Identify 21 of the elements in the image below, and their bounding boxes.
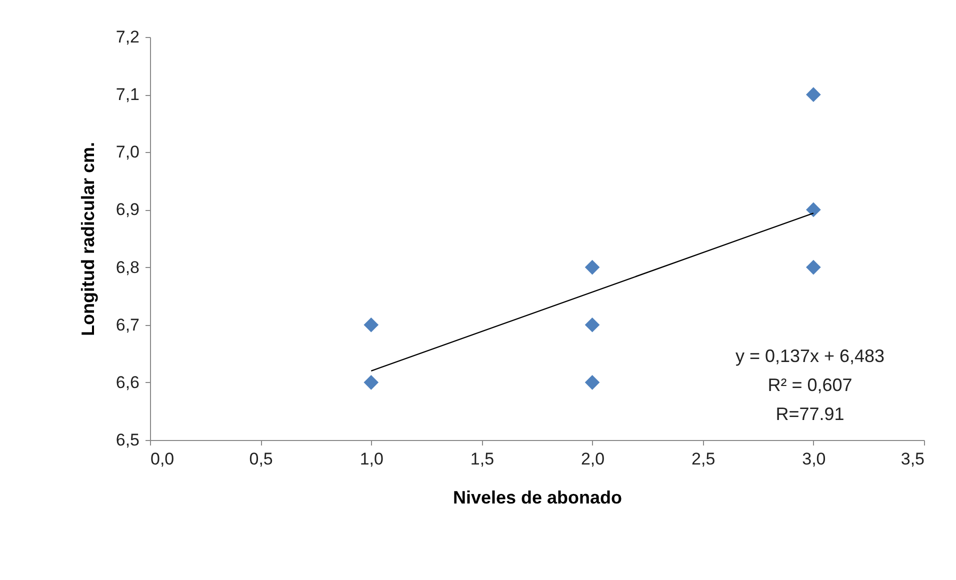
x-tick-label: 1,0	[360, 450, 384, 468]
y-tick-label: 6,5	[116, 430, 140, 450]
annotation: R² = 0,607	[768, 375, 852, 395]
y-axis-title: Longitud radicular cm.	[78, 142, 98, 336]
x-tick-label: 2,0	[580, 450, 605, 468]
y-tick-label: 6,8	[116, 258, 140, 277]
y-tick-label: 6,7	[116, 315, 140, 334]
y-tick-label: 7,0	[116, 142, 140, 162]
annotation: y = 0,137x + 6,483	[735, 346, 885, 366]
y-tick-label: 7,2	[116, 28, 140, 46]
x-tick-label: 3,0	[802, 450, 826, 468]
y-tick-label: 6,6	[116, 372, 140, 392]
y-tick-label: 6,9	[116, 200, 140, 220]
x-tick-label: 0,5	[249, 450, 273, 468]
x-axis-title: Niveles de abonado	[452, 488, 622, 508]
x-tick-label: 0,0	[150, 450, 174, 468]
x-tick-label: 1,5	[470, 450, 494, 468]
y-tick-label: 7,1	[116, 85, 140, 104]
annotation: R=77.91	[776, 404, 844, 424]
x-tick-label: 2,5	[692, 450, 716, 468]
x-tick-label: 3,5	[900, 450, 924, 468]
